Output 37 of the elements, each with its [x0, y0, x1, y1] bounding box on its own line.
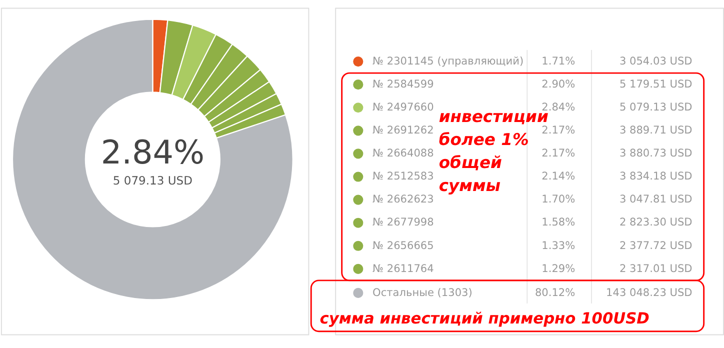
data-label: 1.58%: [542, 216, 576, 229]
legend-label: № 2497660: [372, 102, 434, 114]
legend-label: № 2656665: [372, 240, 434, 252]
text: сумма инвестиций примерно 100USD: [320, 310, 650, 328]
legend-label: № 2512583: [372, 170, 434, 183]
data-label: 2.90%: [542, 78, 576, 90]
text: 3 880.73 USD: [619, 148, 692, 160]
data-label: 2.14%: [542, 170, 576, 183]
legend-label: № 2662623: [372, 194, 434, 206]
legend-label: № 2611764: [372, 262, 434, 275]
legend-label: Остальные (1303): [372, 286, 472, 299]
legend-label: № 2664088: [372, 148, 434, 160]
text: 3 889.71 USD: [619, 124, 692, 137]
text: 5 179.51 USD: [619, 78, 692, 90]
data-label: 2.17%: [542, 124, 576, 137]
text: 2 317.01 USD: [619, 262, 692, 275]
text: 3 047.81 USD: [619, 194, 692, 206]
legend-label: № 2301145 (управляющий): [372, 55, 524, 68]
data-label: 1.71%: [542, 55, 576, 68]
data-label: 2.17%: [542, 148, 576, 160]
legend-label: № 2584599: [372, 78, 434, 90]
text: 2.84%: [542, 102, 576, 114]
text: 2 377.72 USD: [619, 240, 692, 252]
data-label: 1.70%: [542, 194, 576, 206]
legend-label: № 2691262: [372, 124, 434, 137]
text: 3 834.18 USD: [619, 170, 692, 183]
data-label: 1.33%: [542, 240, 576, 252]
text: 2 823.30 USD: [619, 216, 692, 229]
text: 5 079.13 USD: [112, 173, 193, 188]
text: 3 054.03 USD: [619, 55, 692, 68]
text: 143 048.23 USD: [606, 286, 692, 299]
donut-slice: [12, 18, 294, 300]
legend-label: № 2677998: [372, 216, 434, 229]
text: 5 079.13 USD: [619, 102, 692, 114]
data-label: 1.29%: [542, 262, 576, 275]
data-label: 2.84%: [100, 133, 204, 172]
data-label: 80.12%: [534, 286, 576, 299]
